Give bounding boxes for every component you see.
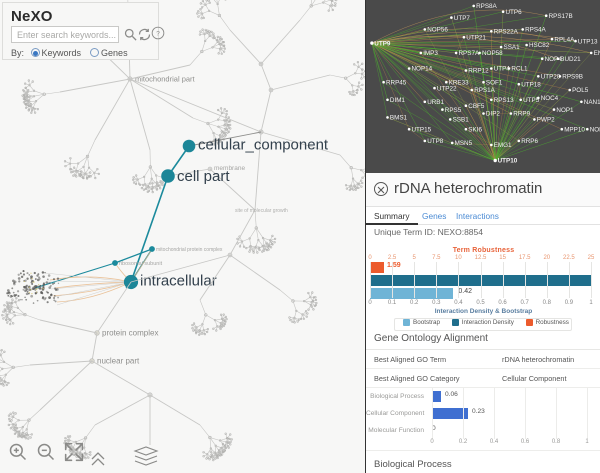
- svg-text:site of molecular growth: site of molecular growth: [235, 208, 288, 214]
- svg-text:RRP45: RRP45: [386, 79, 407, 86]
- svg-text:RPS13: RPS13: [494, 97, 514, 104]
- svg-text:DIP2: DIP2: [486, 111, 500, 118]
- svg-text:DIM1: DIM1: [390, 97, 406, 104]
- svg-text:RPL4A: RPL4A: [554, 36, 575, 43]
- svg-text:RPS5: RPS5: [445, 107, 462, 114]
- svg-text:UTP10: UTP10: [498, 158, 518, 165]
- svg-text:BUD21: BUD21: [560, 56, 581, 63]
- svg-text:BMS1: BMS1: [390, 115, 408, 122]
- svg-text:RPS22A: RPS22A: [494, 29, 519, 36]
- svg-text:UTP8: UTP8: [427, 138, 444, 145]
- svg-text:RRP6: RRP6: [521, 138, 538, 145]
- svg-text:cellular_component: cellular_component: [198, 137, 329, 154]
- svg-text:UTP15: UTP15: [412, 126, 432, 133]
- svg-text:POL5: POL5: [572, 87, 589, 94]
- svg-text:RRP12: RRP12: [468, 68, 489, 75]
- svg-text:NOP58: NOP58: [482, 50, 503, 57]
- svg-text:RPS7A: RPS7A: [459, 50, 480, 57]
- svg-text:?: ?: [156, 31, 160, 38]
- svg-text:ENP1: ENP1: [594, 50, 600, 57]
- svg-text:PWP2: PWP2: [537, 117, 555, 124]
- svg-text:NOP6: NOP6: [590, 126, 600, 133]
- svg-text:SSA1: SSA1: [504, 44, 521, 51]
- svg-text:protein complex: protein complex: [102, 329, 158, 338]
- svg-text:NOC4: NOC4: [541, 95, 559, 102]
- svg-text:MSN5: MSN5: [455, 140, 473, 147]
- svg-text:mitochondrial protein complex: mitochondrial protein complex: [156, 247, 223, 253]
- svg-text:SOF1: SOF1: [486, 79, 503, 86]
- svg-text:NOP1: NOP1: [556, 107, 574, 114]
- svg-text:CBF5: CBF5: [468, 103, 485, 110]
- svg-text:cell part: cell part: [177, 168, 230, 185]
- svg-text:KRE33: KRE33: [449, 79, 469, 86]
- svg-text:URB1: URB1: [427, 99, 444, 106]
- svg-text:RPS4A: RPS4A: [525, 27, 546, 34]
- svg-text:ribosomal subunit: ribosomal subunit: [119, 261, 163, 267]
- svg-text:UTP9: UTP9: [374, 40, 391, 47]
- svg-text:SSB1: SSB1: [453, 117, 470, 124]
- svg-text:UTP18: UTP18: [521, 81, 541, 88]
- svg-text:NAN1: NAN1: [584, 99, 600, 106]
- svg-text:intracellular: intracellular: [140, 273, 217, 290]
- svg-text:RRP9: RRP9: [513, 111, 530, 118]
- svg-text:RPS9B: RPS9B: [562, 74, 583, 81]
- svg-text:nuclear part: nuclear part: [97, 357, 140, 366]
- svg-text:RPS8A: RPS8A: [476, 3, 497, 10]
- svg-text:RPS1A: RPS1A: [474, 87, 495, 94]
- svg-text:IMP3: IMP3: [423, 50, 438, 57]
- svg-text:NOP56: NOP56: [427, 27, 448, 34]
- svg-text:MPP10: MPP10: [564, 126, 585, 133]
- svg-text:UTP13: UTP13: [578, 38, 598, 45]
- svg-text:UTP7: UTP7: [454, 15, 471, 22]
- svg-text:UTP4: UTP4: [494, 66, 511, 73]
- svg-text:SKI6: SKI6: [468, 126, 482, 133]
- svg-text:UTP6: UTP6: [506, 9, 523, 16]
- svg-text:UTP20: UTP20: [541, 74, 561, 81]
- svg-text:NOP14: NOP14: [412, 66, 433, 73]
- svg-text:RCL1: RCL1: [511, 66, 528, 73]
- svg-text:UTP21: UTP21: [466, 34, 486, 41]
- svg-text:HSC82: HSC82: [529, 42, 550, 49]
- svg-text:EMG1: EMG1: [494, 142, 512, 149]
- svg-text:RPS17B: RPS17B: [549, 13, 573, 20]
